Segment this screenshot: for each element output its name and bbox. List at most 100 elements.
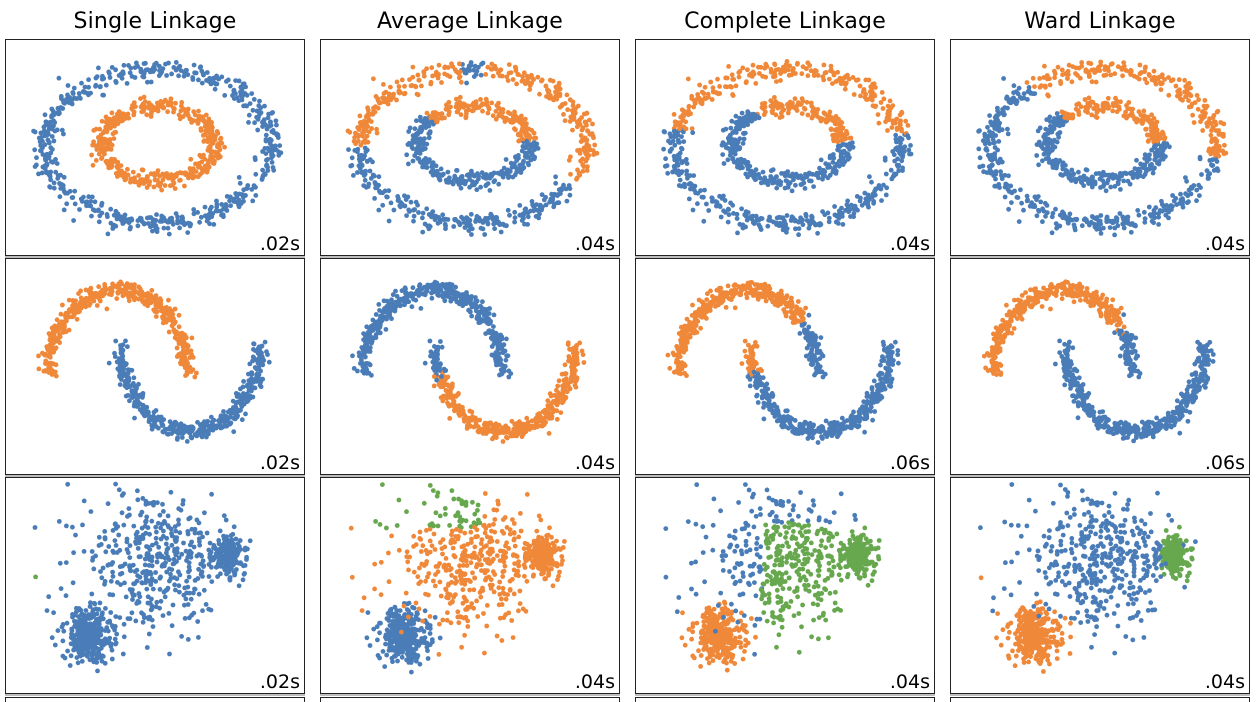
scatter-point (674, 120, 680, 125)
scatter-point (493, 108, 499, 114)
scatter-point (452, 217, 458, 223)
scatter-point (150, 228, 155, 234)
scatter-point (733, 113, 739, 119)
scatter-point (805, 112, 811, 118)
scatter-point (358, 142, 364, 148)
scatter-point (159, 423, 165, 428)
scatter-point (728, 125, 734, 131)
scatter-point (1094, 110, 1100, 115)
scatter-point (171, 321, 177, 327)
scatter-point (768, 98, 774, 103)
scatter-point (898, 118, 903, 124)
scatter-point (532, 154, 538, 160)
scatter-point (1144, 132, 1150, 138)
timing-label: .02s (259, 233, 300, 255)
scatter-point (735, 230, 740, 236)
scatter-point (996, 182, 1002, 187)
scatter-point (267, 119, 273, 125)
scatter-point (230, 407, 236, 413)
scatter-point (185, 230, 191, 236)
scatter-point (264, 349, 269, 355)
scatter-point (1178, 191, 1183, 197)
scatter-point (695, 92, 701, 97)
scatter-point (771, 74, 776, 80)
scatter-point (1092, 70, 1098, 75)
scatter-point (1032, 84, 1037, 89)
scatter-point (881, 182, 886, 188)
scatter-point (412, 126, 418, 132)
scatter-point (899, 149, 904, 155)
scatter-point (1059, 109, 1065, 115)
scatter-point (786, 181, 792, 187)
scatter-point (81, 194, 86, 200)
scatter-point (835, 78, 841, 83)
scatter-point (227, 83, 233, 89)
scatter-point (171, 327, 177, 333)
scatter-point (718, 214, 724, 220)
scatter-point (104, 306, 110, 312)
scatter-point (49, 106, 55, 112)
scatter-point (168, 100, 174, 105)
scatter-point (410, 158, 416, 164)
scatter-point (179, 100, 185, 105)
scatter-point (1077, 75, 1083, 81)
scatter-point (133, 384, 139, 390)
scatter-point (395, 194, 401, 199)
scatter-point (214, 73, 220, 79)
column-title-average: Average Linkage (377, 9, 563, 34)
scatter-point (145, 303, 151, 309)
scatter-point (1128, 229, 1134, 235)
scatter-point (179, 334, 185, 340)
scatter-point (227, 198, 233, 204)
scatter-point (154, 226, 160, 232)
scatter-point (490, 73, 496, 79)
scatter-point (1058, 81, 1064, 86)
scatter-point (172, 186, 178, 192)
scatter-point (264, 157, 269, 163)
scatter-point (111, 136, 117, 141)
scatter-point (51, 340, 56, 346)
scatter-point (737, 146, 742, 152)
scatter-point (503, 157, 509, 162)
scatter-point (1079, 63, 1085, 69)
scatter-point (1077, 175, 1083, 181)
scatter-point (1043, 148, 1049, 154)
scatter-point (240, 194, 246, 200)
scatter-point (524, 139, 530, 144)
scatter-point (99, 156, 104, 161)
scatter-point (739, 110, 745, 116)
scatter-point (205, 127, 211, 133)
scatter-point (840, 222, 846, 227)
scatter-point (153, 301, 159, 307)
scatter-point (520, 74, 525, 79)
scatter-point (820, 176, 825, 182)
scatter-point (211, 132, 216, 138)
scatter-point (173, 60, 179, 65)
scatter-point (1207, 116, 1212, 122)
scatter-point (883, 171, 889, 177)
panel-circles-ward: .04s (950, 39, 1250, 256)
scatter-point (791, 174, 796, 180)
scatter-point (690, 130, 696, 136)
scatter-point (475, 173, 481, 179)
panel-moons-single: .02s (5, 258, 305, 475)
scatter-point (574, 124, 580, 130)
scatter-point (745, 159, 751, 165)
scatter-point (1158, 145, 1164, 151)
scatter-point (406, 161, 411, 167)
scatter-point (266, 359, 272, 365)
scatter-point (828, 68, 833, 74)
scatter-point (838, 143, 843, 149)
scatter-point (47, 351, 53, 357)
scatter-point (1136, 212, 1142, 218)
scatter-point (710, 85, 716, 91)
scatter-point (1052, 75, 1057, 81)
scatter-point (357, 156, 363, 161)
scatter-point (1059, 67, 1065, 73)
scatter-point (900, 165, 905, 171)
scatter-point (1072, 225, 1078, 231)
scatter-point (586, 153, 592, 158)
scatter-point (826, 215, 832, 221)
scatter-point (1207, 158, 1213, 163)
scatter-point (165, 225, 171, 231)
